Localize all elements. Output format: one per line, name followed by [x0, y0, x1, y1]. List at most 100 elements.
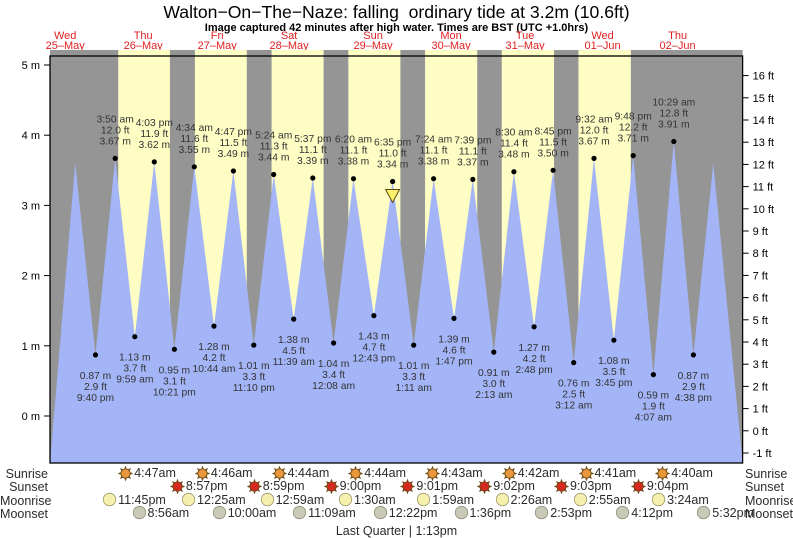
svg-text:4:07 am: 4:07 am — [635, 413, 672, 424]
svg-text:3.55 m: 3.55 m — [179, 145, 210, 156]
svg-text:0.76 m: 0.76 m — [558, 379, 589, 390]
svg-text:0.95 m: 0.95 m — [159, 365, 190, 376]
svg-text:8:45 pm: 8:45 pm — [534, 126, 571, 137]
svg-text:7:24 am: 7:24 am — [415, 135, 452, 146]
svg-text:11.5 ft: 11.5 ft — [219, 138, 247, 149]
svg-text:10 ft: 10 ft — [753, 204, 774, 216]
svg-text:5 ft: 5 ft — [753, 315, 768, 327]
svg-text:2 m: 2 m — [22, 271, 40, 283]
svg-text:0 m: 0 m — [22, 411, 40, 423]
svg-text:3 ft: 3 ft — [753, 359, 768, 371]
svg-text:11 ft: 11 ft — [753, 182, 774, 194]
svg-text:4:38 pm: 4:38 pm — [675, 393, 712, 404]
svg-text:9:40 pm: 9:40 pm — [77, 393, 114, 404]
svg-text:6:20 am: 6:20 am — [335, 135, 372, 146]
svg-text:3.67 m: 3.67 m — [578, 136, 609, 147]
svg-text:0 ft: 0 ft — [753, 426, 768, 438]
svg-text:1.38 m: 1.38 m — [278, 335, 309, 346]
svg-text:0.59 m: 0.59 m — [638, 391, 669, 402]
svg-text:10:21 pm: 10:21 pm — [153, 387, 196, 398]
svg-text:1.04 m: 1.04 m — [318, 359, 349, 370]
svg-text:16 ft: 16 ft — [753, 71, 774, 83]
svg-text:3.71 m: 3.71 m — [617, 134, 648, 145]
svg-text:1.39 m: 1.39 m — [438, 334, 469, 345]
svg-text:12.0 ft: 12.0 ft — [580, 125, 609, 136]
svg-text:4:03 pm: 4:03 pm — [136, 118, 173, 129]
svg-text:3.91 m: 3.91 m — [658, 120, 689, 131]
svg-text:1 ft: 1 ft — [753, 404, 768, 416]
svg-text:2:48 pm: 2:48 pm — [515, 365, 552, 376]
svg-text:3.44 m: 3.44 m — [258, 153, 289, 164]
svg-text:12.8 ft: 12.8 ft — [659, 109, 688, 120]
svg-text:4 m: 4 m — [22, 130, 40, 142]
svg-text:3.37 m: 3.37 m — [457, 157, 488, 168]
svg-text:1:47 pm: 1:47 pm — [435, 356, 472, 367]
svg-text:11.1 ft: 11.1 ft — [299, 145, 327, 156]
svg-text:11:39 am: 11:39 am — [273, 357, 315, 368]
svg-text:3.48 m: 3.48 m — [498, 150, 529, 161]
svg-text:3.67 m: 3.67 m — [99, 136, 130, 147]
svg-text:1.27 m: 1.27 m — [518, 343, 549, 354]
svg-text:12.0 ft: 12.0 ft — [101, 125, 130, 136]
svg-text:8 ft: 8 ft — [753, 248, 768, 260]
svg-text:4:47 pm: 4:47 pm — [215, 127, 252, 138]
svg-text:11.4 ft: 11.4 ft — [500, 139, 528, 150]
svg-text:0.87 m: 0.87 m — [678, 371, 709, 382]
svg-text:3.50 m: 3.50 m — [537, 148, 568, 159]
svg-text:3.7 ft: 3.7 ft — [123, 364, 146, 375]
svg-text:8:30 am: 8:30 am — [495, 128, 532, 139]
svg-text:3:12 am: 3:12 am — [555, 401, 592, 412]
svg-text:4.5 ft: 4.5 ft — [282, 346, 305, 357]
svg-text:9 ft: 9 ft — [753, 226, 768, 238]
svg-text:3.38 m: 3.38 m — [338, 157, 369, 168]
svg-text:3.39 m: 3.39 m — [297, 156, 328, 167]
svg-text:2.9 ft: 2.9 ft — [682, 382, 705, 393]
svg-text:3:50 am: 3:50 am — [97, 114, 134, 125]
svg-text:1.13 m: 1.13 m — [119, 353, 150, 364]
svg-text:11.1 ft: 11.1 ft — [459, 146, 487, 157]
svg-text:3.0 ft: 3.0 ft — [482, 379, 505, 390]
svg-text:1 m: 1 m — [22, 341, 40, 353]
svg-text:11.3 ft: 11.3 ft — [260, 142, 288, 153]
svg-text:1:11 am: 1:11 am — [395, 383, 431, 394]
svg-text:5:24 am: 5:24 am — [255, 131, 292, 142]
svg-text:3.62 m: 3.62 m — [139, 140, 170, 151]
svg-text:6:35 pm: 6:35 pm — [374, 138, 411, 149]
svg-text:2.5 ft: 2.5 ft — [562, 390, 585, 401]
svg-text:3.4 ft: 3.4 ft — [322, 370, 345, 381]
svg-text:4 ft: 4 ft — [753, 337, 768, 349]
svg-text:13 ft: 13 ft — [753, 137, 774, 149]
svg-text:10:44 am: 10:44 am — [193, 364, 236, 375]
svg-text:1.01 m: 1.01 m — [238, 361, 269, 372]
svg-text:12:43 pm: 12:43 pm — [352, 354, 395, 365]
svg-text:3.3 ft: 3.3 ft — [242, 372, 265, 383]
svg-text:5 m: 5 m — [22, 60, 40, 72]
svg-text:11:10 pm: 11:10 pm — [233, 383, 275, 394]
svg-text:14 ft: 14 ft — [753, 115, 774, 127]
svg-text:1.28 m: 1.28 m — [198, 342, 229, 353]
svg-text:3.5 ft: 3.5 ft — [602, 367, 625, 378]
svg-text:3.1 ft: 3.1 ft — [163, 376, 186, 387]
svg-text:1.08 m: 1.08 m — [598, 356, 629, 367]
svg-text:6 ft: 6 ft — [753, 293, 768, 305]
svg-text:10:29 am: 10:29 am — [652, 98, 695, 109]
svg-text:4.6 ft: 4.6 ft — [443, 345, 466, 356]
svg-text:11.5 ft: 11.5 ft — [539, 137, 567, 148]
svg-text:3.38 m: 3.38 m — [418, 157, 449, 168]
svg-text:7 ft: 7 ft — [753, 270, 768, 282]
svg-text:0.87 m: 0.87 m — [80, 371, 111, 382]
svg-text:2:13 am: 2:13 am — [475, 390, 512, 401]
svg-text:2.9 ft: 2.9 ft — [84, 382, 107, 393]
svg-text:12 ft: 12 ft — [753, 159, 774, 171]
svg-text:1.9 ft: 1.9 ft — [642, 402, 665, 413]
svg-text:4.2 ft: 4.2 ft — [523, 354, 546, 365]
svg-text:2 ft: 2 ft — [753, 381, 768, 393]
svg-text:7:39 pm: 7:39 pm — [454, 135, 491, 146]
svg-text:3.3 ft: 3.3 ft — [402, 372, 425, 383]
svg-text:12:08 am: 12:08 am — [312, 381, 355, 392]
svg-text:4.2 ft: 4.2 ft — [203, 353, 226, 364]
svg-text:0.91 m: 0.91 m — [478, 368, 509, 379]
svg-text:3 m: 3 m — [22, 200, 40, 212]
svg-text:15 ft: 15 ft — [753, 93, 774, 105]
svg-text:9:48 pm: 9:48 pm — [615, 112, 652, 123]
